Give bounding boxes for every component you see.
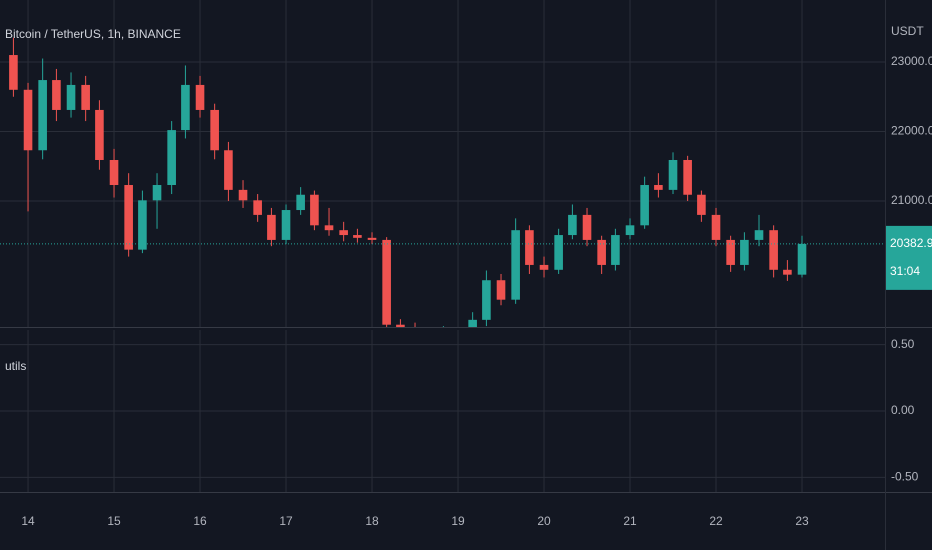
x-tick-label: 18: [365, 514, 379, 528]
candle-body: [568, 214, 577, 236]
candle-body: [396, 324, 405, 327]
candle-body: [525, 230, 534, 265]
x-tick-label: 15: [107, 514, 121, 528]
x-tick-label: 22: [709, 514, 723, 528]
candle-body: [195, 84, 205, 110]
candle-body: [52, 80, 61, 110]
candles: [9, 37, 807, 327]
x-tick-label: 21: [623, 514, 637, 528]
candle-body: [238, 189, 248, 201]
y-tick-label: 23000.00: [891, 54, 932, 68]
y-tick-label: 0.00: [891, 403, 915, 417]
candle-body: [697, 194, 706, 215]
x-tick-label: 20: [537, 514, 551, 528]
candle-body: [611, 235, 620, 265]
candle-body: [138, 200, 147, 250]
candle-body: [224, 150, 233, 190]
y-tick-label: 0.50: [891, 337, 915, 351]
candle-body: [9, 55, 18, 90]
candle-body: [267, 214, 276, 240]
candle-body: [783, 269, 792, 275]
candle-body: [339, 230, 348, 236]
candle-body: [38, 80, 47, 151]
overlay: 20382.99 31:04: [0, 225, 932, 290]
candle-body: [797, 243, 807, 275]
grid-layer: [0, 0, 885, 492]
candle-body: [582, 214, 592, 240]
candle-body: [683, 159, 692, 195]
candle-body: [167, 130, 176, 186]
candle-body: [124, 185, 133, 250]
candle-body: [468, 319, 477, 327]
candle-body: [625, 225, 635, 236]
candle-body: [95, 109, 104, 160]
candle-body: [496, 280, 506, 300]
y-tick-label: 22000.00: [891, 124, 932, 138]
x-tick-label: 19: [451, 514, 465, 528]
candle-body: [668, 159, 678, 190]
candle-body: [353, 235, 362, 238]
price-tag-label: 20382.99: [890, 236, 932, 250]
chart-title: Bitcoin / TetherUS, 1h, BINANCE: [5, 27, 181, 41]
candle-body: [152, 185, 162, 201]
x-tick-label: 17: [279, 514, 293, 528]
candle-body: [66, 84, 76, 110]
candle-body: [296, 194, 305, 211]
x-tick-label: 14: [21, 514, 35, 528]
candle-body: [754, 230, 764, 240]
candle-body: [310, 194, 319, 226]
candle-body: [640, 185, 649, 226]
candle-body: [539, 264, 549, 270]
candle-body: [23, 89, 33, 151]
price-tag: [886, 225, 932, 290]
candle-body: [769, 230, 778, 270]
candle-body: [711, 214, 721, 240]
y-axis-label: USDT: [891, 24, 924, 38]
pane-title: utils: [5, 359, 26, 373]
candle-body: [367, 237, 377, 240]
candle-body: [253, 200, 262, 215]
candle-body: [511, 230, 520, 300]
candle-body: [281, 210, 291, 240]
candle-body: [324, 225, 334, 231]
candle-body: [482, 280, 491, 320]
candle-body: [554, 235, 563, 270]
x-tick-label: 16: [193, 514, 207, 528]
candle-body: [210, 109, 219, 151]
candle-body: [109, 159, 119, 186]
candle-body: [740, 239, 749, 265]
candle-body: [597, 239, 606, 265]
candle-body: [726, 239, 735, 265]
candle-body: [181, 84, 190, 131]
candle-body: [382, 239, 391, 325]
candle-body: [654, 185, 663, 190]
y-tick-label: 21000.00: [891, 193, 932, 207]
candle-body: [81, 84, 90, 110]
countdown: 31:04: [890, 264, 920, 278]
y-tick-label: -0.50: [891, 470, 919, 484]
x-tick-label: 23: [795, 514, 809, 528]
